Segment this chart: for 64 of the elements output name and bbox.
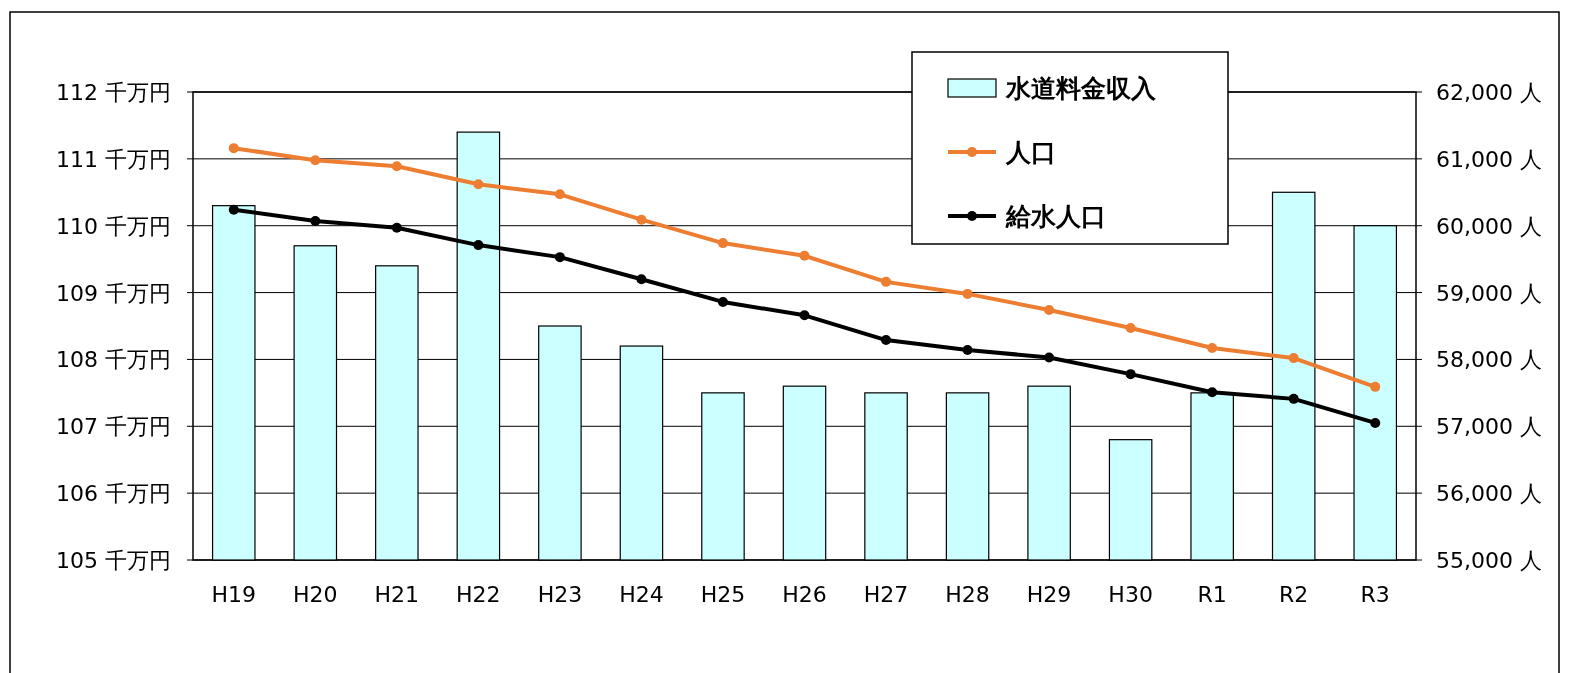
x-tick-label: H21 — [374, 582, 420, 607]
y-tick-label: 109 千万円 — [56, 280, 171, 306]
x-tick-label: H26 — [782, 582, 827, 607]
y-tick-label: 112 千万円 — [56, 80, 171, 105]
x-tick-label: R2 — [1279, 582, 1309, 607]
point — [962, 288, 973, 299]
point — [1370, 381, 1381, 392]
x-tick-label: H27 — [863, 582, 909, 607]
y-tick-label: 108 千万円 — [56, 347, 171, 373]
y2-tick-label: 55,000 人 — [1436, 548, 1542, 573]
point — [1288, 393, 1299, 404]
x-tick-label: H24 — [619, 582, 664, 607]
x-tick-label: H19 — [211, 582, 257, 607]
y-tick-label: 111 千万円 — [56, 146, 171, 172]
point — [881, 335, 892, 346]
legend-label: 水道料金収入 — [1005, 74, 1157, 103]
y-tick-label: 105 千万円 — [56, 548, 171, 573]
x-tick-label: H20 — [293, 582, 338, 607]
point — [228, 204, 239, 215]
point — [554, 189, 565, 200]
y-tick-label: 110 千万円 — [56, 213, 171, 239]
x-tick-label: H30 — [1108, 582, 1153, 607]
y2-tick-label: 61,000 人 — [1436, 146, 1542, 172]
point — [881, 276, 892, 287]
point — [962, 345, 973, 356]
legend-label: 給水人口 — [1005, 202, 1106, 231]
y2-tick-label: 60,000 人 — [1436, 213, 1542, 239]
point — [310, 216, 321, 227]
x-tick-label: R1 — [1197, 582, 1227, 607]
point — [799, 310, 810, 321]
x-tick-label: H25 — [700, 582, 746, 607]
point — [1044, 304, 1055, 315]
point — [717, 238, 728, 249]
y2-tick-label: 57,000 人 — [1436, 414, 1542, 440]
point — [1288, 353, 1299, 364]
y-tick-label: 107 千万円 — [56, 414, 171, 440]
point — [228, 143, 239, 154]
x-tick-label: H28 — [945, 582, 990, 607]
y2-tick-label: 62,000 人 — [1436, 80, 1542, 105]
point — [391, 161, 402, 172]
point — [1044, 352, 1055, 363]
point — [1125, 369, 1136, 380]
y2-tick-label: 59,000 人 — [1436, 280, 1542, 306]
point — [1125, 323, 1136, 334]
point — [1207, 387, 1218, 398]
point — [473, 179, 484, 190]
point — [310, 155, 321, 166]
point — [391, 222, 402, 233]
point — [1207, 343, 1218, 354]
point — [554, 252, 565, 263]
point — [1370, 417, 1381, 428]
y2-tick-label: 56,000 人 — [1436, 481, 1542, 507]
point — [636, 274, 647, 285]
point — [717, 296, 728, 307]
point — [473, 240, 484, 251]
y2-tick-label: 58,000 人 — [1436, 347, 1542, 373]
x-tick-label: H23 — [537, 582, 583, 607]
x-tick-label: R3 — [1360, 582, 1390, 607]
x-tick-label: H29 — [1026, 582, 1072, 607]
point — [636, 214, 647, 225]
x-tick-label: H22 — [456, 582, 501, 607]
y-tick-label: 106 千万円 — [56, 481, 171, 507]
point — [799, 250, 810, 261]
legend-label: 人口 — [1005, 138, 1056, 167]
